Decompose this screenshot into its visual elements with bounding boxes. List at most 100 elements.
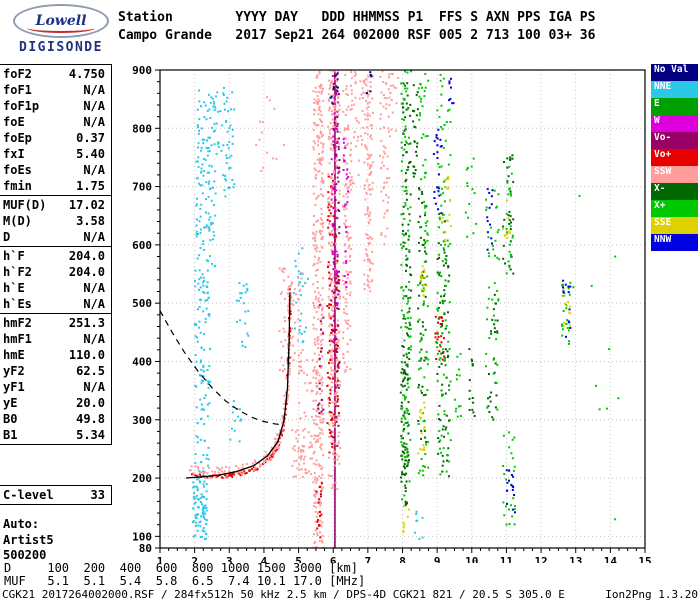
svg-text:11: 11 (500, 555, 514, 563)
param-m-d: M(D) 3.58 (0, 213, 111, 229)
logo-subtitle: DIGISONDE (19, 40, 103, 55)
legend-nne: NNE (651, 81, 698, 98)
param-name: fmin (3, 179, 32, 193)
svg-text:2: 2 (191, 555, 198, 563)
svg-text:500: 500 (132, 297, 152, 310)
svg-text:400: 400 (132, 355, 152, 368)
param-muf-d: MUF(D) 17.02 (0, 197, 111, 213)
svg-text:14: 14 (604, 555, 618, 563)
param-groups: foF2 4.750 foF1 N/A foF1p N/A foE N/A foEp 0.37 fx… (0, 64, 112, 445)
param-name: hmF1 (3, 332, 32, 346)
legend-nnw: NNW (651, 234, 698, 251)
param-ye: yE 20.0 (0, 395, 111, 411)
svg-text:300: 300 (132, 414, 152, 427)
muf-table: D 100 200 400 600 800 1000 1500 3000 [km… (4, 561, 366, 588)
param-value-c-level: 33 (90, 488, 105, 502)
param-name: h`Es (3, 297, 32, 311)
svg-text:5: 5 (295, 555, 302, 563)
param-hmf1: hmF1 N/A (0, 331, 111, 347)
param-name: foF1 (3, 83, 32, 97)
param-value: N/A (83, 332, 105, 346)
param-fof2: foF2 4.750 (0, 66, 111, 82)
param-hmf2: hmF2 251.3 (0, 315, 111, 331)
param-value: N/A (83, 163, 105, 177)
svg-text:15: 15 (638, 555, 651, 563)
autoscaling-info: Auto: Artist5 500200 (0, 517, 112, 564)
param-name: hmF2 (3, 316, 32, 330)
svg-text:100: 100 (132, 530, 152, 543)
param-fmin: fmin 1.75 (0, 178, 111, 194)
svg-text:1: 1 (157, 555, 164, 563)
legend-x-minus: X- (651, 183, 698, 200)
svg-text:12: 12 (534, 555, 547, 563)
svg-text:8: 8 (399, 555, 406, 563)
svg-text:13: 13 (569, 555, 582, 563)
param-value: 204.0 (68, 265, 105, 279)
param-b0: B0 49.8 (0, 411, 111, 427)
svg-text:800: 800 (132, 122, 152, 135)
logo-name: Lowell (35, 13, 87, 29)
svg-text:6: 6 (330, 555, 337, 563)
param-name: h`E (3, 281, 25, 295)
svg-text:7: 7 (365, 555, 372, 563)
param-name: MUF(D) (3, 198, 47, 212)
artist-profile-lines (159, 292, 291, 479)
param-value: 5.34 (76, 428, 105, 442)
param-h-es: h`Es N/A (0, 296, 111, 312)
param-name: h`F (3, 249, 25, 263)
param-name: B1 (3, 428, 18, 442)
param-name: foF1p (3, 99, 40, 113)
param-name: foE (3, 115, 25, 129)
legend-sse: SSE (651, 217, 698, 234)
param-group: MUF(D) 17.02 M(D) 3.58 D N/A (0, 196, 111, 247)
confidence-level-box: C-level 33 (0, 485, 112, 505)
param-value: 0.37 (76, 131, 105, 145)
rfi-lines (334, 70, 336, 548)
param-value: 49.8 (76, 412, 105, 426)
svg-text:200: 200 (132, 472, 152, 485)
param-foep: foEp 0.37 (0, 130, 111, 146)
param-value: N/A (83, 297, 105, 311)
param-yf1: yF1 N/A (0, 379, 111, 395)
ionogram-plot: 1 2 3 4 5 6 7 8 9 10 11 12 13 14 158010020030040050060… (132, 64, 652, 563)
param-group: hmF2 251.3 hmF1 N/A hmE 110.0 yF2 62.5 yF1 N/A yE 2… (0, 314, 111, 445)
param-fxi: fxI 5.40 (0, 146, 111, 162)
param-value: 17.02 (68, 198, 105, 212)
param-name: yF1 (3, 380, 25, 394)
param-name: foF2 (3, 67, 32, 81)
param-value: 251.3 (68, 316, 105, 330)
legend-ssw: SSW (651, 166, 698, 183)
param-name-c-level: C-level (3, 488, 54, 502)
lowell-digisonde-logo: Lowell DIGISONDE (8, 4, 114, 55)
x-axis: 1 2 3 4 5 6 7 8 9 10 11 12 13 14 15 (157, 548, 652, 563)
echo-scatter (192, 69, 620, 549)
legend-noval: No Val (651, 64, 698, 81)
param-name: B0 (3, 412, 18, 426)
svg-text:80: 80 (139, 542, 152, 555)
svg-text:4: 4 (261, 555, 268, 563)
param-value: N/A (83, 83, 105, 97)
svg-text:9: 9 (434, 555, 441, 563)
param-hme: hmE 110.0 (0, 347, 111, 363)
param-name: yF2 (3, 364, 25, 378)
param-value: 4.750 (68, 67, 105, 81)
svg-text:3: 3 (226, 555, 233, 563)
header-station-values: Campo Grande 2017 Sep21 264 002000 RSF 0… (118, 28, 596, 43)
param-name: fxI (3, 147, 25, 161)
svg-text:600: 600 (132, 239, 152, 252)
param-h-e: h`E N/A (0, 280, 111, 296)
param-value: N/A (83, 380, 105, 394)
param-name: h`F2 (3, 265, 32, 279)
param-d: D N/A (0, 229, 111, 245)
echo-trace-scatter (188, 275, 293, 479)
legend-vo-plus: Vo+ (651, 149, 698, 166)
param-name: hmE (3, 348, 25, 362)
svg-text:900: 900 (132, 64, 152, 77)
param-name: M(D) (3, 214, 32, 228)
param-value: N/A (83, 230, 105, 244)
status-file-info: CGK21_2017264002000.RSF / 284fx512h 50 k… (2, 588, 565, 600)
artist-version: Artist5 (3, 532, 54, 547)
param-h-f2: h`F2 204.0 (0, 264, 111, 280)
